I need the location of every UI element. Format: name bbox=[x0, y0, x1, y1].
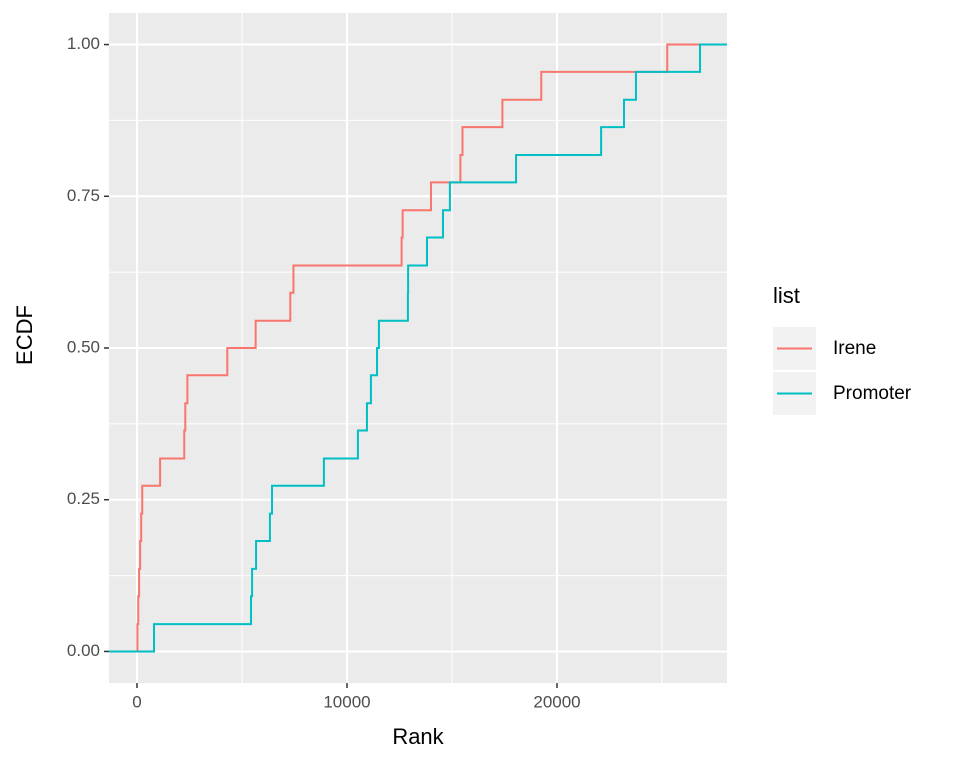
y-tick-label: 0.75 bbox=[67, 186, 100, 205]
y-tick-label: 0.50 bbox=[67, 337, 100, 356]
x-axis-title: Rank bbox=[392, 724, 444, 749]
ecdf-line bbox=[109, 43, 727, 653]
x-tick-label: 10000 bbox=[323, 692, 370, 711]
y-axis-title: ECDF bbox=[12, 305, 37, 365]
legend-label: Irene bbox=[833, 338, 876, 359]
y-tick-label: 0.00 bbox=[67, 641, 100, 660]
y-tick-label: 1.00 bbox=[67, 34, 100, 53]
x-tick-label: 20000 bbox=[533, 692, 580, 711]
y-tick-label: 0.25 bbox=[67, 489, 100, 508]
ecdf-line bbox=[109, 43, 727, 653]
legend-title: list bbox=[773, 283, 800, 308]
legend-label: Promoter bbox=[833, 383, 912, 404]
x-tick-label: 0 bbox=[132, 692, 141, 711]
